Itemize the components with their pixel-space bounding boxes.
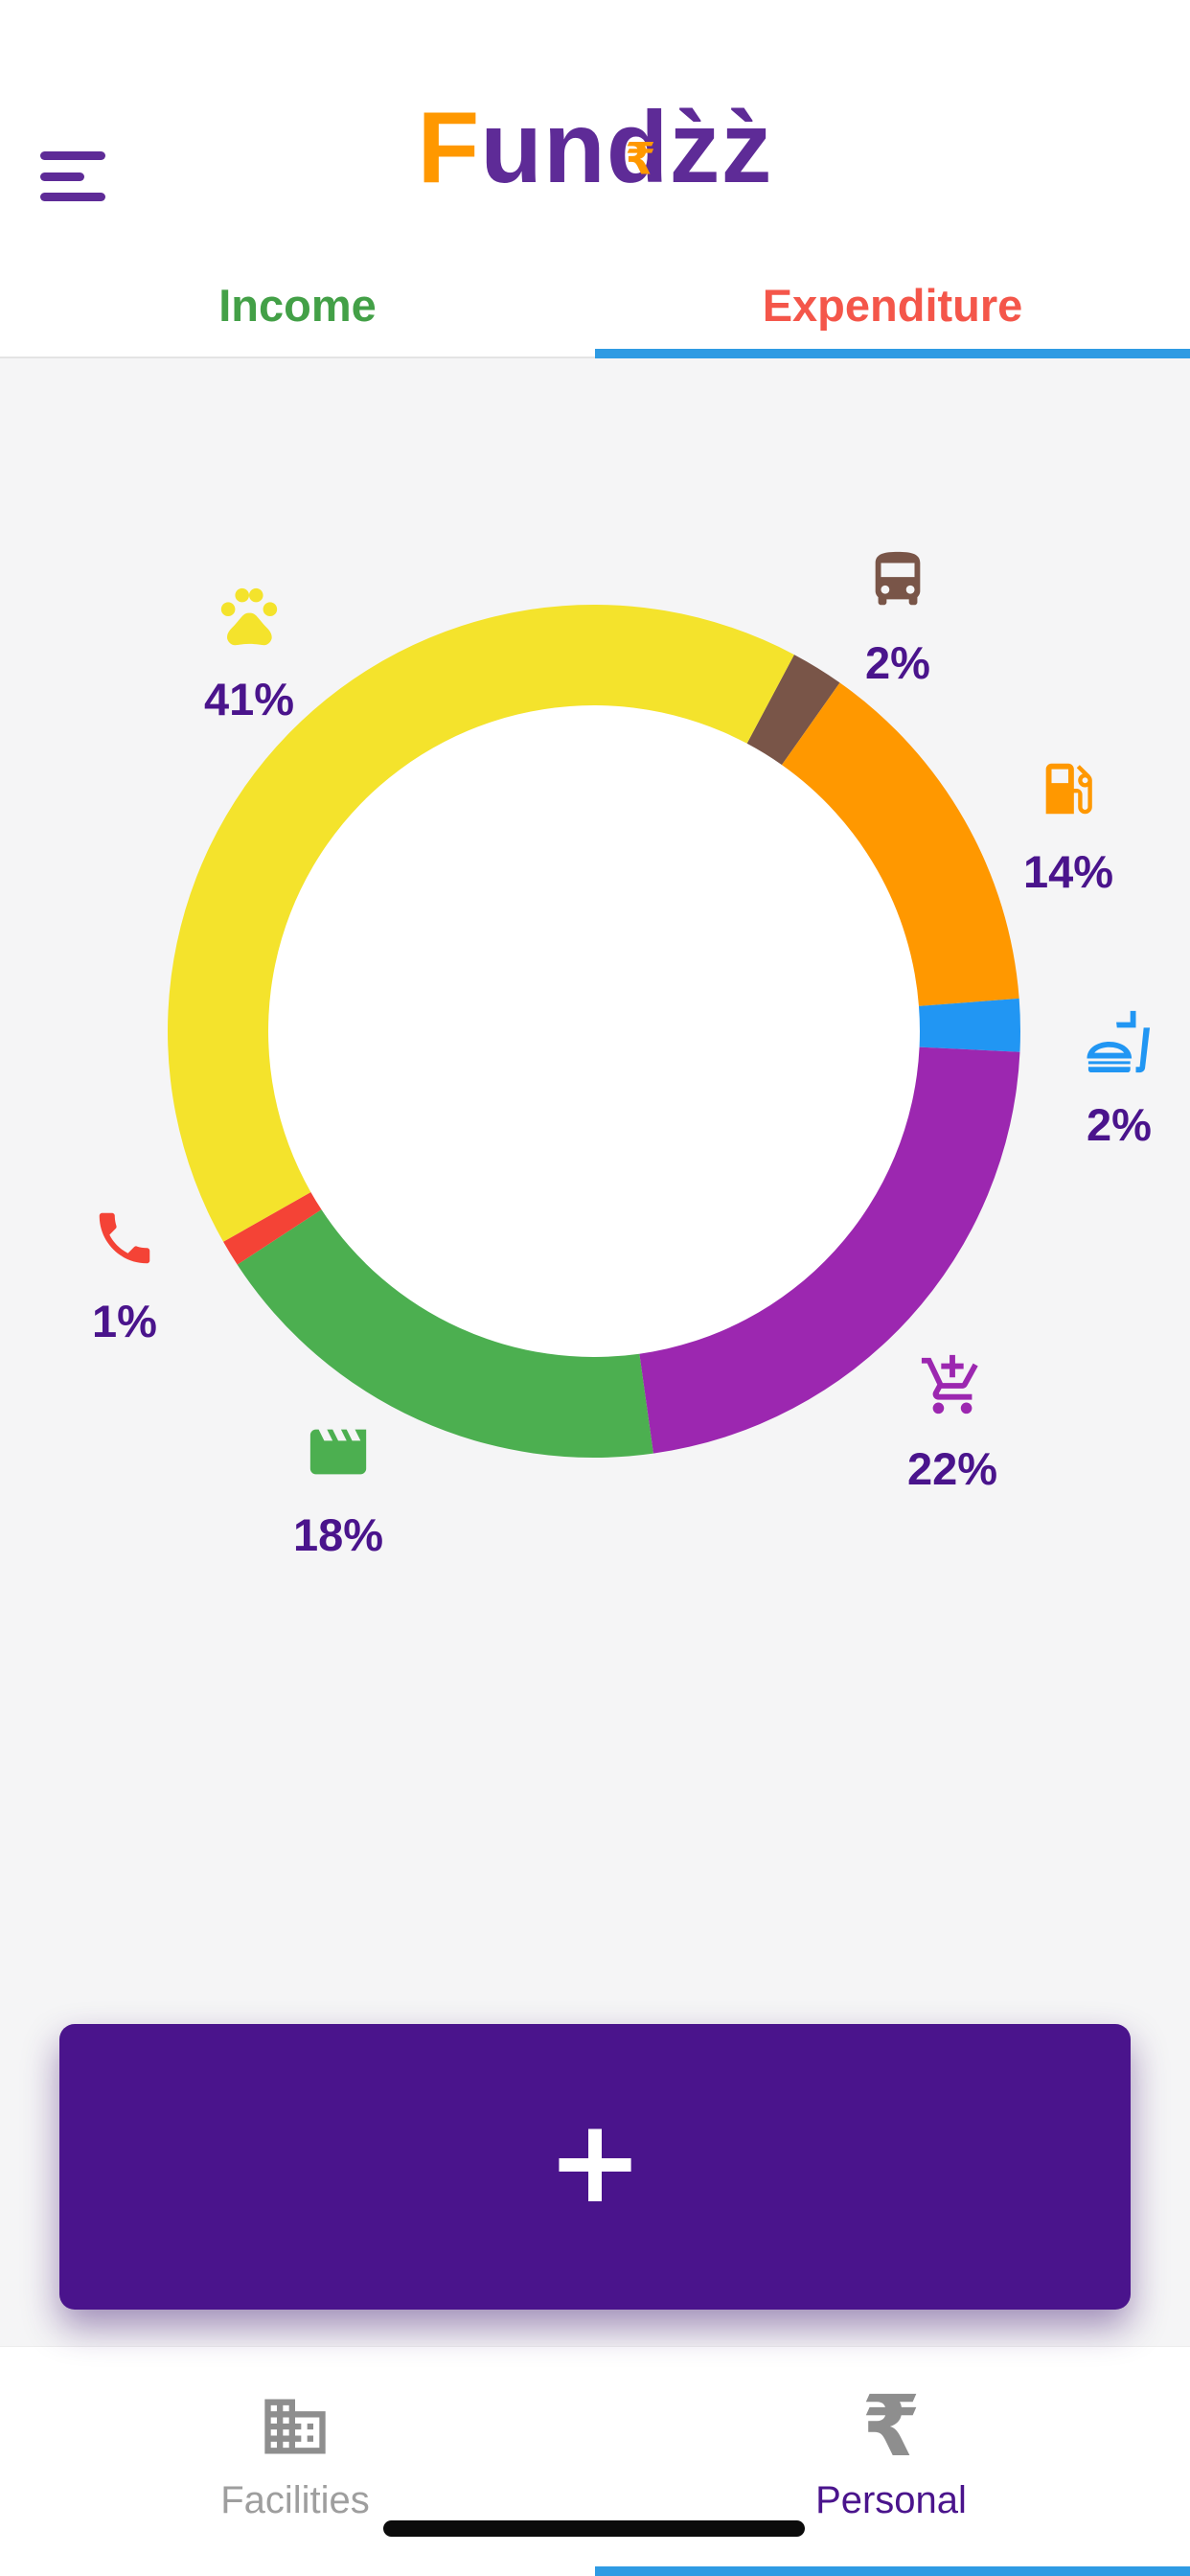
home-indicator[interactable]	[383, 2520, 805, 2537]
percent-label: 18%	[292, 1509, 384, 1560]
donut-segment-shopping[interactable]	[639, 1046, 1020, 1454]
donut-center	[268, 705, 920, 1357]
bottom-active-tab-indicator	[595, 2566, 1190, 2576]
logo-rupee-icon: ₹	[625, 133, 657, 184]
logo-letter-d: d ₹	[606, 91, 670, 204]
donut-chart[interactable]	[163, 600, 1025, 1462]
tab-income[interactable]: Income	[218, 280, 377, 331]
paw-icon	[216, 583, 283, 650]
percent-label: 22%	[906, 1443, 998, 1494]
phone-icon	[91, 1205, 158, 1272]
hamburger-menu-icon[interactable]	[40, 151, 105, 201]
legend-calls: 1%	[19, 1205, 230, 1347]
legend-pets: 41%	[144, 583, 355, 725]
donut-segment-fuel[interactable]	[781, 682, 1019, 1006]
fastfood-icon	[1086, 1008, 1153, 1075]
logo-letter-f: F	[417, 91, 481, 204]
add-transaction-button[interactable]: +	[59, 2024, 1131, 2310]
plus-icon: +	[546, 2096, 644, 2229]
logo-letters-un: un	[480, 91, 606, 204]
legend-fuel: 14%	[963, 755, 1174, 898]
nav-item-personal[interactable]: ₹ Personal	[719, 2377, 1064, 2522]
donut-segment-transport-bus[interactable]	[746, 655, 840, 766]
bus-icon	[864, 546, 931, 613]
donut-segment-pets[interactable]	[168, 605, 794, 1242]
percent-label: 41%	[203, 674, 295, 724]
legend-entertainment: 18%	[233, 1418, 444, 1561]
building-icon	[259, 2389, 332, 2464]
active-tab-indicator	[595, 349, 1190, 358]
top-tab-bar: Income Expenditure	[0, 279, 1190, 332]
add-cart-icon	[919, 1352, 986, 1419]
percent-label: 14%	[1022, 846, 1114, 897]
nav-label-personal: Personal	[815, 2479, 967, 2521]
donut-segment-food[interactable]	[918, 998, 1020, 1052]
menu-bar	[40, 172, 84, 181]
app-logo: Fund ₹ z̀z̀	[0, 92, 1190, 204]
percent-label: 1%	[92, 1296, 157, 1346]
logo-letters-zz: z̀z̀	[669, 91, 773, 204]
movie-clapper-icon	[305, 1418, 372, 1485]
donut-segment-entertainment[interactable]	[237, 1209, 653, 1458]
nav-label-facilities: Facilities	[220, 2479, 370, 2521]
bottom-nav: Facilities ₹ Personal	[0, 2346, 1190, 2576]
header: Fund ₹ z̀z̀ Income Expenditure	[0, 0, 1190, 358]
fuel-pump-icon	[1035, 755, 1102, 822]
nav-item-facilities[interactable]: Facilities	[123, 2389, 468, 2522]
rupee-icon: ₹	[861, 2377, 921, 2475]
percent-label: 2%	[865, 637, 930, 688]
tab-expenditure[interactable]: Expenditure	[762, 280, 1023, 331]
menu-bar	[40, 193, 105, 201]
percent-label: 2%	[1087, 1099, 1152, 1150]
legend-food: 2%	[1014, 1008, 1190, 1151]
legend-shopping: 22%	[847, 1352, 1058, 1495]
menu-bar	[40, 151, 105, 160]
legend-transport: 2%	[792, 546, 1003, 689]
donut-segment-calls[interactable]	[223, 1191, 322, 1265]
